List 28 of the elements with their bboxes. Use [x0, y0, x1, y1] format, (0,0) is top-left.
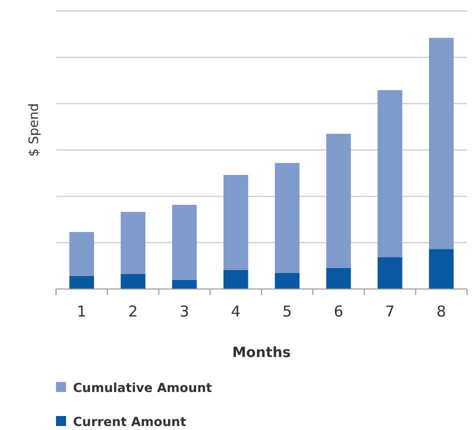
bar — [428, 38, 454, 250]
bar — [120, 212, 146, 274]
bar — [428, 249, 454, 289]
bar — [69, 232, 94, 276]
bar — [326, 268, 351, 289]
x-tick-label: 6 — [334, 302, 344, 321]
bar — [274, 162, 300, 273]
bar — [120, 274, 146, 289]
bar — [69, 276, 94, 289]
bar — [172, 204, 197, 280]
legend-label: Current Amount — [73, 414, 186, 429]
x-axis-title: Months — [232, 345, 291, 361]
y-axis-title: $ Spend — [27, 103, 42, 157]
bar — [223, 270, 248, 289]
bar — [223, 174, 248, 270]
x-tick-label: 8 — [436, 302, 446, 321]
x-tick-label: 7 — [385, 302, 395, 321]
bar — [378, 257, 402, 289]
x-tick-label: 1 — [76, 302, 86, 321]
x-tick-label: 5 — [282, 302, 292, 321]
x-tick-label: 2 — [128, 302, 138, 321]
legend-label: Cumulative Amount — [73, 380, 212, 395]
x-tick-label: 3 — [180, 302, 190, 321]
bar — [378, 90, 402, 258]
bar — [172, 280, 197, 289]
bar — [274, 272, 300, 289]
bar — [326, 134, 351, 268]
x-tick-label: 4 — [231, 302, 241, 321]
